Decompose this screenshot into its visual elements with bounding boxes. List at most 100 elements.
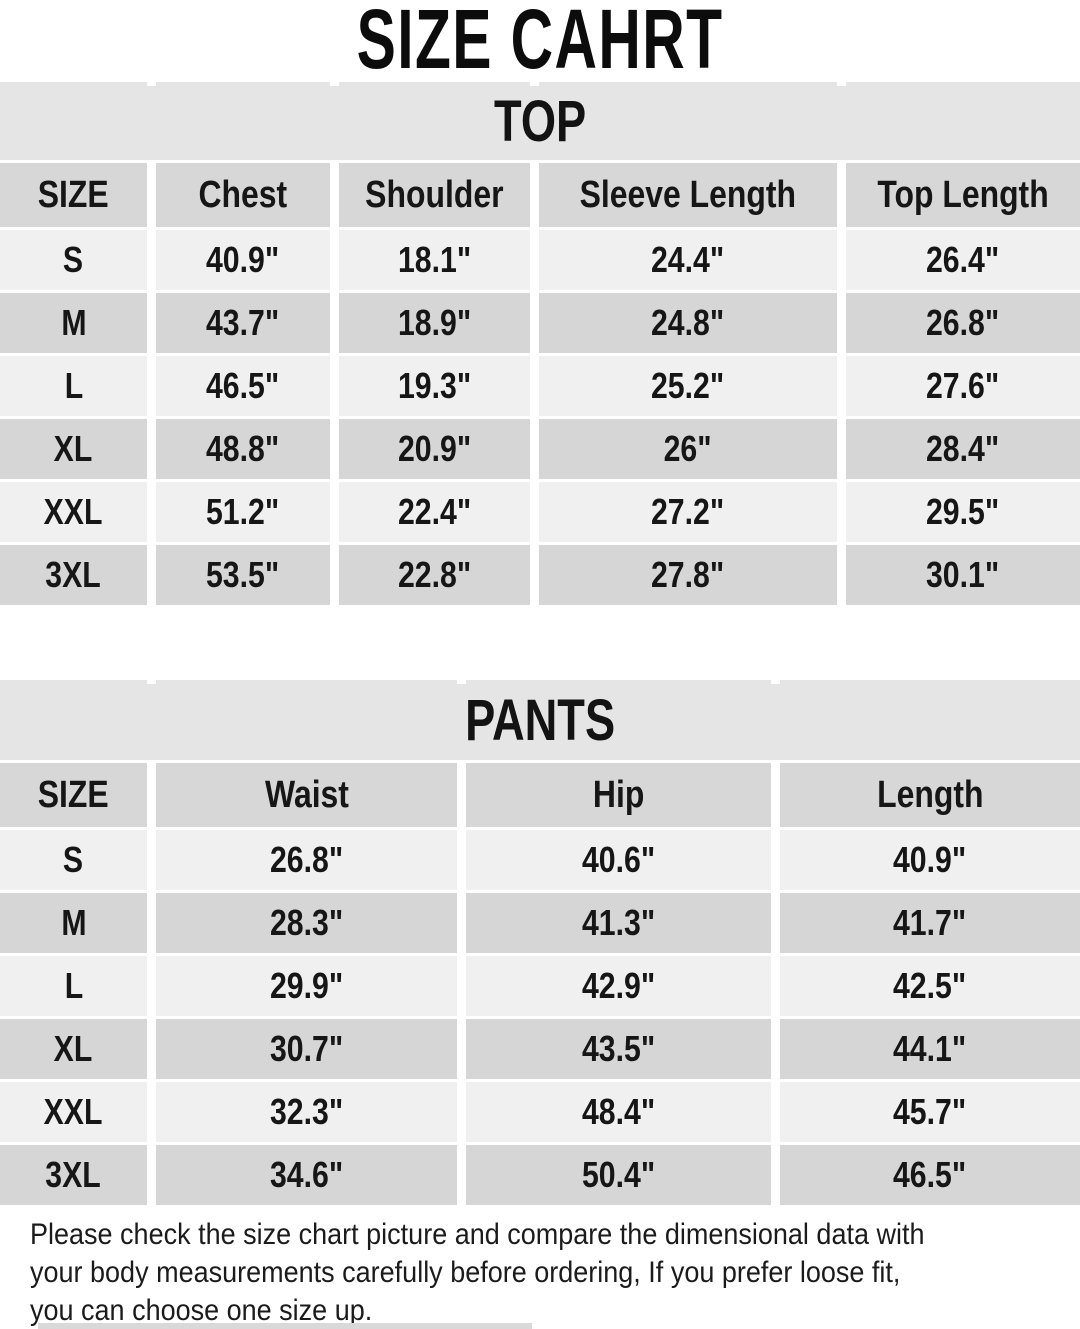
column-header-hip: Hip [466,763,771,827]
measurement-text: 28.3" [269,902,344,943]
measurement-value: 27.2" [539,482,837,542]
size-note: Please check the size chart picture and … [0,1216,1080,1329]
measurement-value: 45.7" [780,1082,1080,1142]
measurement-value: 48.4" [466,1082,771,1142]
size-label: L [0,956,147,1016]
measurement-text: 27.2" [651,491,725,532]
measurement-text: 26" [664,428,712,469]
table-row-xl: XL 48.8" 20.9" 26" 28.4" [0,419,1080,479]
measurement-text: 18.9" [397,302,472,343]
column-divider-tick [457,680,466,684]
measurement-value: 42.9" [466,956,771,1016]
pants-size-table: PANTS SIZE Waist Hip Length S 26.8" 40.6… [0,680,1080,1205]
measurement-value: 43.7" [156,293,330,353]
size-label: S [0,830,147,890]
measurement-text: 30.1" [926,554,1000,595]
size-label: XXL [0,482,147,542]
measurement-value: 18.9" [339,293,530,353]
measurement-text: 28.4" [926,428,1000,469]
size-label-text: S [63,239,84,280]
size-label: 3XL [0,545,147,605]
measurement-text: 26.8" [269,839,344,880]
measurement-text: 26.8" [926,302,1000,343]
table-row-m: M 28.3" 41.3" 41.7" [0,893,1080,953]
column-header-shoulder: Shoulder [339,163,530,227]
measurement-text: 50.4" [581,1154,656,1195]
column-header-label: Sleeve Length [579,173,797,216]
measurement-value: 46.5" [780,1145,1080,1205]
size-note-line: your body measurements carefully before … [30,1256,901,1289]
measurement-text: 43.7" [206,302,280,343]
measurement-text: 40.9" [893,839,967,880]
measurement-value: 26.4" [846,230,1080,290]
measurement-text: 30.7" [269,1028,344,1069]
column-header-label: Length [876,773,984,816]
top-section-title: TOP [493,88,587,154]
column-header-size: SIZE [0,163,147,227]
column-divider-tick [330,82,339,86]
measurement-value: 26.8" [846,293,1080,353]
column-header-label: Waist [264,773,349,816]
measurement-value: 46.5" [156,356,330,416]
column-header-label: SIZE [38,773,109,816]
measurement-text: 22.4" [397,491,472,532]
pants-section-title: PANTS [465,687,615,753]
section-spacer [0,605,1080,680]
measurement-value: 20.9" [339,419,530,479]
measurement-text: 34.6" [269,1154,344,1195]
size-label: L [0,356,147,416]
pants-table-header-row: SIZE Waist Hip Length [0,763,1080,827]
size-label: XL [0,1019,147,1079]
measurement-value: 24.4" [539,230,837,290]
size-label-text: S [63,839,84,880]
measurement-value: 26.8" [156,830,457,890]
measurement-text: 24.8" [651,302,725,343]
measurement-value: 53.5" [156,545,330,605]
size-label-text: XXL [44,1091,103,1132]
measurement-text: 42.9" [581,965,656,1006]
measurement-value: 26" [539,419,837,479]
measurement-value: 27.6" [846,356,1080,416]
column-header-waist: Waist [156,763,457,827]
size-label: S [0,230,147,290]
page-title: SIZE CAHRT [0,0,1080,81]
size-label-text: XL [54,1028,93,1069]
measurement-text: 42.5" [893,965,967,1006]
measurement-text: 27.6" [926,365,1000,406]
measurement-text: 29.9" [269,965,344,1006]
top-section-header: TOP [0,82,1080,160]
measurement-text: 51.2" [206,491,280,532]
measurement-text: 45.7" [893,1091,967,1132]
measurement-value: 51.2" [156,482,330,542]
size-label-text: 3XL [45,554,102,595]
measurement-value: 24.8" [539,293,837,353]
measurement-value: 28.3" [156,893,457,953]
measurement-value: 40.9" [156,230,330,290]
table-row-3xl: 3XL 53.5" 22.8" 27.8" 30.1" [0,545,1080,605]
column-divider-tick [530,82,539,86]
measurement-text: 25.2" [651,365,725,406]
size-label-text: L [64,965,83,1006]
size-label-text: M [60,902,87,943]
next-image-cutoff-strip [38,1323,532,1329]
table-row-l: L 46.5" 19.3" 25.2" 27.6" [0,356,1080,416]
measurement-value: 40.6" [466,830,771,890]
size-label: M [0,893,147,953]
size-label-text: XL [54,428,93,469]
table-row-s: S 40.9" 18.1" 24.4" 26.4" [0,230,1080,290]
size-label: XL [0,419,147,479]
column-header-top-length: Top Length [846,163,1080,227]
measurement-value: 22.8" [339,545,530,605]
column-header-label: Top Length [877,173,1049,216]
measurement-text: 41.7" [893,902,967,943]
measurement-text: 40.6" [581,839,656,880]
measurement-value: 19.3" [339,356,530,416]
measurement-value: 29.5" [846,482,1080,542]
measurement-value: 41.7" [780,893,1080,953]
column-divider-tick [147,680,156,684]
measurement-value: 30.7" [156,1019,457,1079]
measurement-value: 32.3" [156,1082,457,1142]
measurement-value: 29.9" [156,956,457,1016]
measurement-text: 46.5" [206,365,280,406]
